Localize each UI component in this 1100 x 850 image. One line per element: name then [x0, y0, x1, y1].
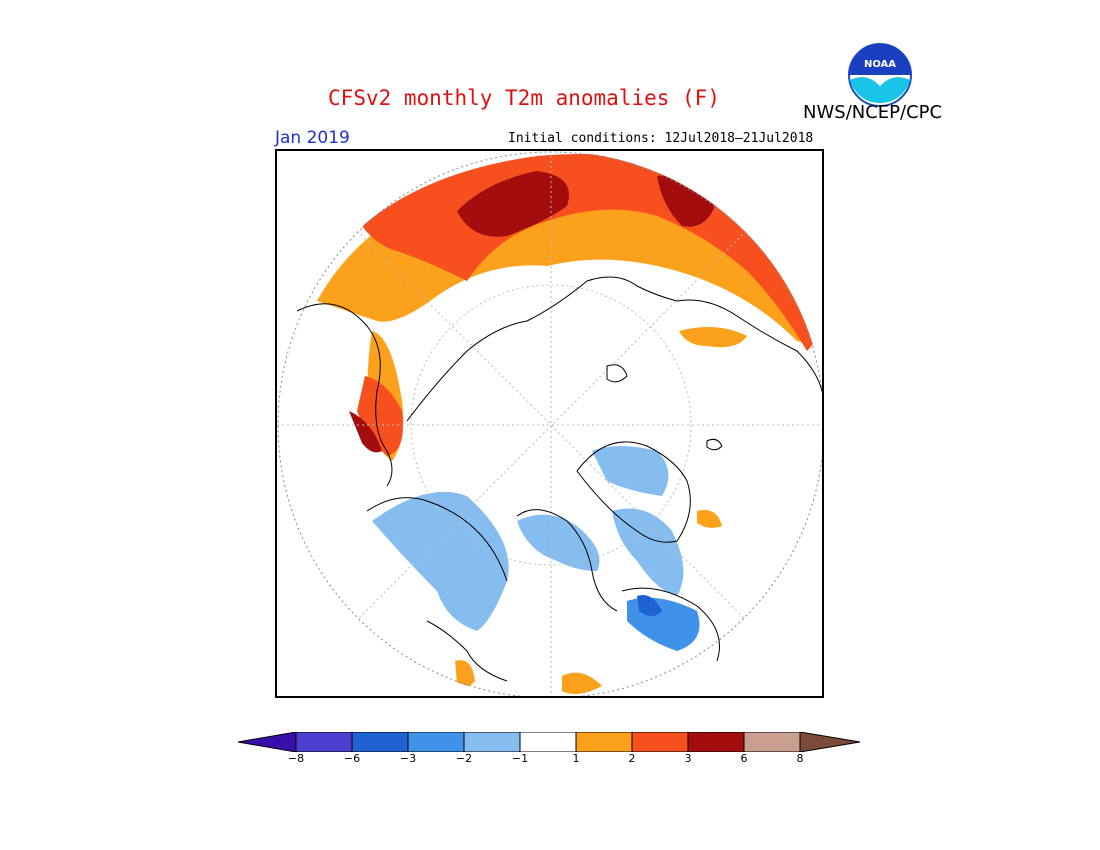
meridian-line [356, 230, 747, 621]
anomaly-map [275, 149, 824, 698]
legend-tick-label: 6 [740, 752, 748, 765]
anomaly-lightblue-region [372, 491, 509, 631]
legend-tick-label: 1 [572, 752, 580, 765]
noaa-logo: NOAA [847, 42, 913, 108]
forecast-month: Jan 2019 [275, 128, 350, 148]
initial-conditions: Initial conditions: 12Jul2018–21Jul2018 [508, 131, 814, 146]
legend-swatch [351, 731, 409, 753]
map-disc [317, 154, 822, 695]
agency-label: NWS/NCEP/CPC [803, 102, 943, 123]
legend-swatch [743, 731, 801, 753]
legend-arrow-high [799, 731, 861, 753]
legend-tick-label: 2 [628, 752, 636, 765]
legend-swatch [575, 731, 633, 753]
color-legend [237, 731, 863, 782]
legend-arrow-low [237, 731, 297, 753]
chart-title: CFSv2 monthly T2m anomalies (F) [328, 86, 720, 110]
legend-tick-label: −3 [399, 752, 417, 765]
legend-swatch [631, 731, 689, 753]
legend-swatch [463, 731, 521, 753]
legend-tick-label: −2 [455, 752, 473, 765]
legend-swatch [519, 731, 577, 753]
latitude-circle [410, 284, 692, 566]
legend-tick-label: −1 [511, 752, 529, 765]
legend-swatch [687, 731, 745, 753]
legend-tick-label: −8 [287, 752, 305, 765]
legend-tick-label: 8 [796, 752, 804, 765]
coastlines [296, 276, 822, 682]
svg-text:NOAA: NOAA [864, 59, 896, 70]
legend-swatch [295, 731, 353, 753]
legend-tick-label: −6 [343, 752, 361, 765]
legend-swatch [407, 731, 465, 753]
legend-tick-label: 3 [684, 752, 692, 765]
anomaly-darkred-region [457, 171, 569, 237]
